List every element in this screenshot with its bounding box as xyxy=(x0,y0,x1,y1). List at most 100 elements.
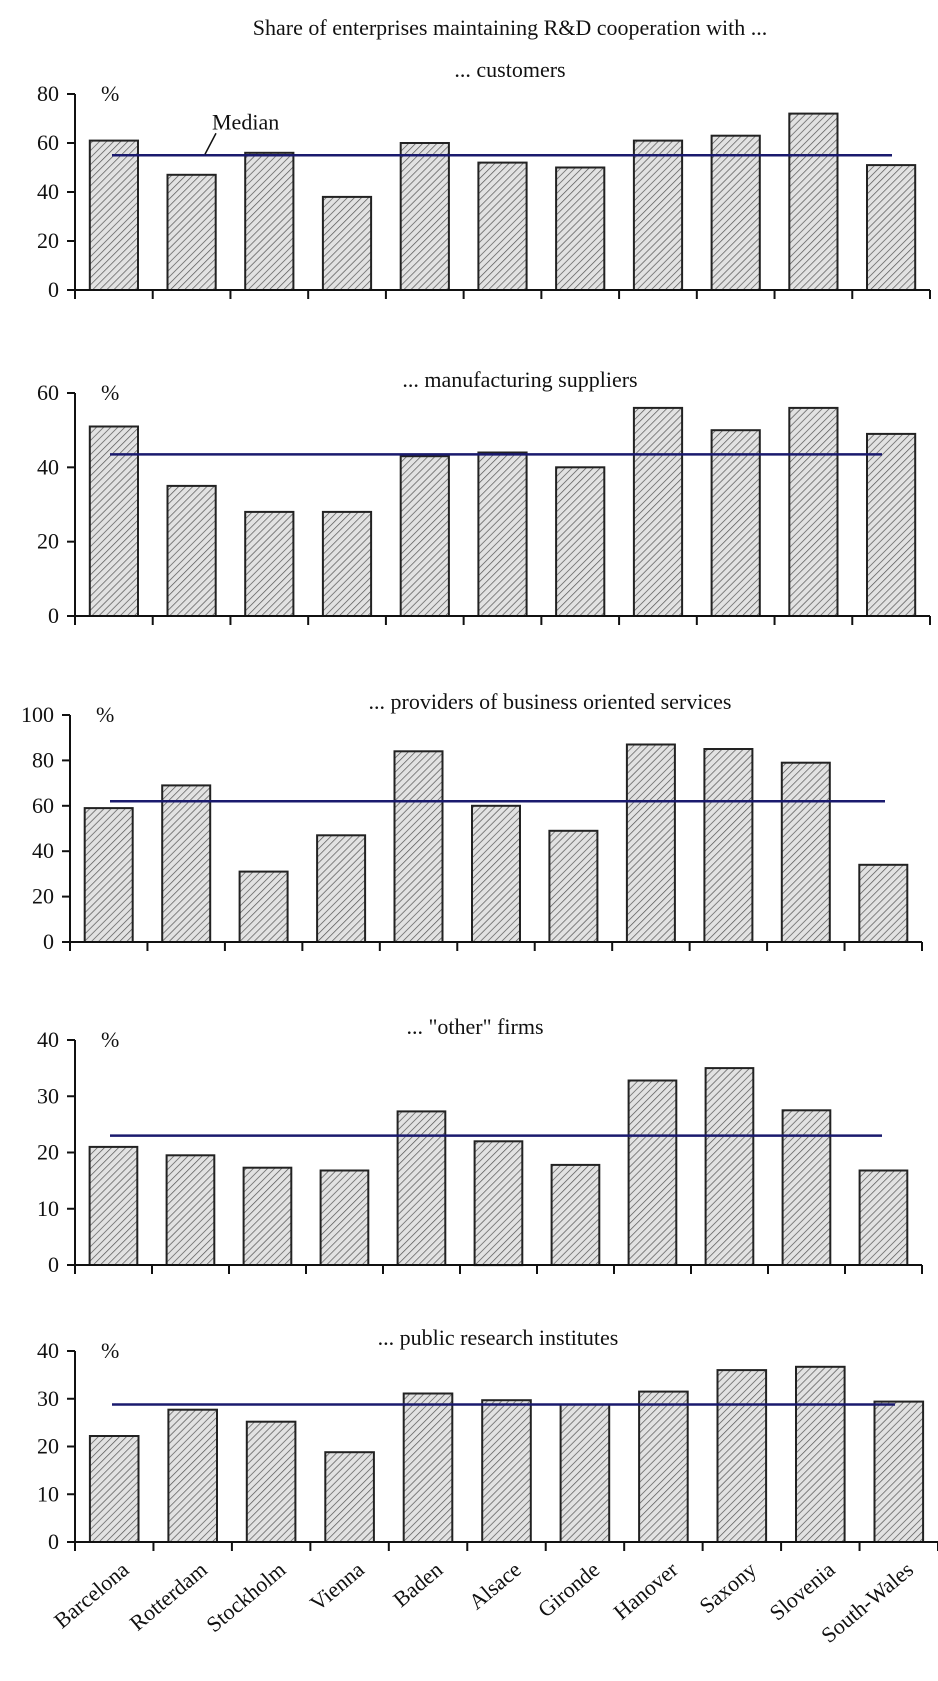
category-label-vienna: Vienna xyxy=(305,1557,369,1616)
y-tick-label: 30 xyxy=(37,1083,59,1108)
bar-slovenia xyxy=(780,761,831,944)
category-label-gironde: Gironde xyxy=(533,1557,604,1622)
bar-rotterdam xyxy=(166,484,217,617)
panel-title: ... customers xyxy=(454,57,565,82)
panel-2: 0 20 40 60% ... manufacturing suppliers xyxy=(37,367,931,628)
y-tick-label: 0 xyxy=(48,277,59,302)
y-tick-label: 0 xyxy=(48,1529,59,1554)
y-tick-label: 40 xyxy=(37,179,59,204)
category-label-rotterdam: Rotterdam xyxy=(125,1557,212,1636)
bar-alsace xyxy=(477,161,528,292)
y-tick-label: 0 xyxy=(48,1252,59,1277)
y-tick-label: 60 xyxy=(37,130,59,155)
median-leader-line xyxy=(204,132,217,155)
bar-barcelona xyxy=(83,807,134,943)
y-tick-label: 40 xyxy=(32,838,54,863)
panel-5: 0 10 20 30 40% ... public research institutes xyxy=(37,1325,938,1554)
bar-stockholm xyxy=(245,1420,297,1543)
y-unit-label: % xyxy=(101,81,119,106)
bar-stockholm xyxy=(238,870,289,943)
bar-alsace xyxy=(481,1399,532,1543)
bar-alsace xyxy=(473,1140,524,1267)
bar-south-wales xyxy=(858,1169,909,1266)
bar-gironde xyxy=(550,1163,601,1267)
y-tick-label: 10 xyxy=(37,1196,59,1221)
bar-south-wales xyxy=(866,432,917,617)
bar-hanover xyxy=(627,1079,678,1266)
y-tick-label: 30 xyxy=(37,1386,59,1411)
bar-alsace xyxy=(477,451,528,617)
y-tick-label: 40 xyxy=(37,454,59,479)
y-tick-label: 60 xyxy=(32,793,54,818)
y-tick-label: 0 xyxy=(43,929,54,954)
bar-slovenia xyxy=(795,1365,846,1544)
y-unit-label: % xyxy=(101,1027,119,1052)
bar-south-wales xyxy=(858,863,909,943)
bar-saxony xyxy=(703,748,754,943)
bar-vienna xyxy=(319,1169,370,1266)
bar-saxony xyxy=(710,429,761,618)
bar-stockholm xyxy=(242,1166,293,1266)
y-tick-label: 20 xyxy=(32,884,54,909)
bar-baden xyxy=(396,1110,447,1267)
y-unit-label: % xyxy=(96,702,114,727)
y-tick-label: 60 xyxy=(37,380,59,405)
bar-vienna xyxy=(316,834,367,943)
y-tick-label: 10 xyxy=(37,1481,59,1506)
y-tick-label: 20 xyxy=(37,529,59,554)
panel-title: ... public research institutes xyxy=(378,1325,619,1350)
bar-saxony xyxy=(710,134,761,291)
bar-hanover xyxy=(638,1390,689,1543)
y-tick-label: 40 xyxy=(37,1027,59,1052)
y-tick-label: 80 xyxy=(37,81,59,106)
bar-rotterdam xyxy=(166,173,217,291)
bar-vienna xyxy=(321,510,373,617)
bar-gironde xyxy=(548,829,599,943)
category-label-barcelona: Barcelona xyxy=(49,1557,134,1634)
bar-hanover xyxy=(632,406,684,617)
y-tick-label: 80 xyxy=(32,747,54,772)
bar-slovenia xyxy=(788,406,839,617)
bar-barcelona xyxy=(88,139,140,291)
bar-gironde xyxy=(555,166,606,291)
y-unit-label: % xyxy=(101,380,119,405)
bar-barcelona xyxy=(88,1435,140,1543)
category-label-saxony: Saxony xyxy=(694,1557,761,1619)
category-label-baden: Baden xyxy=(388,1557,447,1612)
median-label: Median xyxy=(212,109,279,134)
bar-rotterdam xyxy=(167,1408,218,1543)
y-tick-label: 20 xyxy=(37,228,59,253)
bar-gironde xyxy=(559,1403,611,1543)
bar-gironde xyxy=(555,466,606,617)
bar-baden xyxy=(399,455,450,618)
bar-south-wales xyxy=(873,1400,925,1543)
y-tick-label: 40 xyxy=(37,1338,59,1363)
panel-1: 0 20 40 60 80 Median% ... customers xyxy=(37,57,931,302)
panel-4: 0 10 20 30 40% ... "other" firms xyxy=(37,1014,923,1277)
bar-vienna xyxy=(324,1451,375,1543)
bar-baden xyxy=(402,1392,454,1543)
bar-stockholm xyxy=(244,151,295,291)
chart-panels: 0 20 40 60 80 Median% ... customers 0 20 40 60%...… xyxy=(21,57,938,1554)
chart-main-title: Share of enterprises maintaining R&D coo… xyxy=(253,15,767,40)
category-label-alsace: Alsace xyxy=(464,1557,526,1615)
bar-stockholm xyxy=(244,510,295,617)
panel-title: ... "other" firms xyxy=(406,1014,543,1039)
category-label-slovenia: Slovenia xyxy=(764,1557,839,1626)
category-label-stockholm: Stockholm xyxy=(201,1557,290,1637)
bar-saxony xyxy=(704,1067,755,1266)
bar-saxony xyxy=(716,1369,768,1543)
panel-3: 0 20 40 60 80 100% ... providers of business o… xyxy=(21,689,923,954)
bar-barcelona xyxy=(88,1145,139,1267)
bar-slovenia xyxy=(788,112,839,291)
bar-baden xyxy=(393,750,444,943)
panel-title: ... manufacturing suppliers xyxy=(402,367,637,392)
bar-rotterdam xyxy=(161,784,212,944)
bar-rotterdam xyxy=(165,1154,216,1267)
bar-hanover xyxy=(632,139,684,291)
y-tick-label: 100 xyxy=(21,702,54,727)
category-label-hanover: Hanover xyxy=(609,1556,684,1624)
y-unit-label: % xyxy=(101,1338,119,1363)
